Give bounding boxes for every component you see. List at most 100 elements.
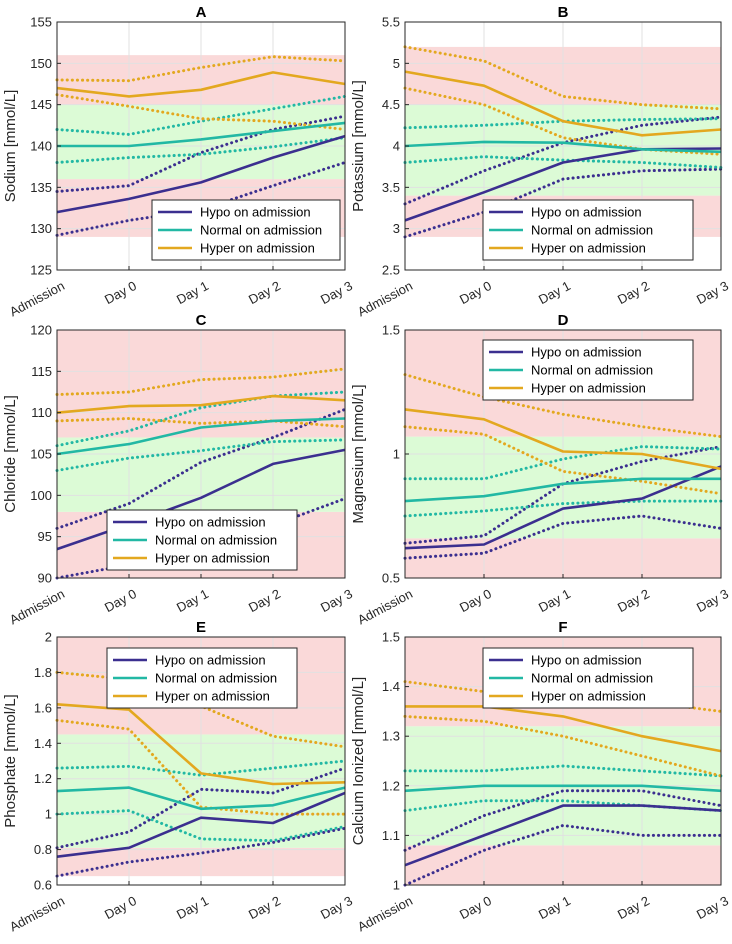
panel-e-y-tick-label: 0.6 <box>34 878 52 893</box>
panel-b-series-hypo-lower-line <box>403 167 723 239</box>
panel-b-series-normal-lower-line <box>403 155 723 169</box>
panel-a-y-tick-label: 140 <box>30 139 52 154</box>
panel-c-legend-label-hyper: Hyper on admission <box>155 551 270 566</box>
panel-c-y-tick-label: 120 <box>30 323 52 338</box>
panel-e-y-tick-label: 0.8 <box>34 842 52 857</box>
panel-d-title: D <box>558 312 569 329</box>
panel-e-y-tick-label: 1.8 <box>34 665 52 680</box>
panel-b-legend: Hypo on admission Normal on admission Hype… <box>482 199 694 261</box>
panel-f-title: F <box>558 619 567 636</box>
panel-e-x-tick-label: Day 3 <box>318 893 355 922</box>
panel-c-x-tick-label: Day 3 <box>318 586 355 615</box>
panel-d-series-hypo-lower-line <box>403 514 723 560</box>
panel-f-x-tick-label: Day 3 <box>694 893 731 922</box>
panel-b-legend-label-hypo: Hypo on admission <box>531 205 642 220</box>
panel-e-x-tick-label: Day 0 <box>102 893 139 922</box>
panel-c-series-hypo-mean-line <box>56 448 346 551</box>
panel-e-title: E <box>196 619 206 636</box>
panel-b-y-axis-label: Potassium [mmol/L] <box>350 80 367 212</box>
panel-b-y-tick-label: 5.5 <box>382 15 400 30</box>
panel-c-y-tick-label: 100 <box>30 488 52 503</box>
panel-f-series-hyper-lower-line <box>403 714 723 778</box>
panel-a-x-tick-label: Day 2 <box>246 278 283 307</box>
panel-f-x-tick-label: Day 1 <box>536 893 573 922</box>
panel-d-x-tick-label: Day 0 <box>457 586 494 615</box>
panel-f-x-tick-label: Admission <box>355 893 415 934</box>
panel-a-title: A <box>196 4 207 21</box>
panel-c-x-tick-label: Day 1 <box>174 586 211 615</box>
panel-f-legend-label-hypo: Hypo on admission <box>531 653 642 668</box>
panel-d-series-hyper-mean-line <box>404 408 722 471</box>
panel-f-y-tick-label: 1.2 <box>382 778 400 793</box>
panel-b-x-tick-label: Day 0 <box>457 278 494 307</box>
panel-b-x-tick-label: Day 2 <box>615 278 652 307</box>
panel-a-legend-label-hypo: Hypo on admission <box>200 205 311 220</box>
panel-d-x-tick-label: Day 1 <box>536 586 573 615</box>
panel-a-x-tick-label: Day 0 <box>102 278 139 307</box>
panel-e-series-normal-lower-line <box>55 809 347 843</box>
panel-a: 125 130 135 140 145 150 155 Admission Day 0 Day 1… <box>2 4 355 319</box>
panel-a-y-axis-label: Sodium [mmol/L] <box>2 90 19 203</box>
panel-b-x-tick-label: Admission <box>355 278 415 319</box>
panel-f-series-hypo-mean-line <box>404 804 722 867</box>
panel-a-series-normal-lower-line <box>55 136 347 164</box>
panel-e-y-tick-label: 1 <box>45 807 52 822</box>
panel-d-x-tick-label: Day 3 <box>694 586 731 615</box>
panel-c-y-tick-label: 110 <box>31 405 52 420</box>
panel-f-x-tick-label: Day 0 <box>457 893 494 922</box>
panel-d-x-tick-label: Day 2 <box>615 586 652 615</box>
panel-b-y-tick-label: 4.5 <box>382 97 400 112</box>
panel-e-legend: Hypo on admission Normal on admission Hype… <box>106 647 298 709</box>
panel-e-x-tick-label: Day 1 <box>174 893 211 922</box>
panel-f-y-tick-label: 1.5 <box>382 630 400 645</box>
panel-b-y-tick-label: 2.5 <box>382 263 400 278</box>
panel-d-y-tick-label: 1 <box>393 447 400 462</box>
panel-f: 1 1.1 1.2 1.3 1.4 1.5 Admission Day 0 Day 1 Day 2… <box>350 619 731 934</box>
panel-c-x-tick-label: Admission <box>7 586 67 627</box>
panel-c-series-normal-mean-line <box>56 417 346 456</box>
panel-c: 90 95 100 105 110 115 120 Admission Day 0 Day 1 Da… <box>2 312 355 627</box>
panel-c-series-normal-upper-line <box>55 390 347 448</box>
panel-e-x-tick-label: Day 2 <box>246 893 283 922</box>
panel-e-x-tick-label: Admission <box>7 893 67 934</box>
panel-e-y-tick-label: 1.6 <box>34 700 52 715</box>
panel-e-legend-label-hyper: Hyper on admission <box>155 689 270 704</box>
panel-b-y-tick-label: 3.5 <box>382 180 400 195</box>
panel-b-series-normal-mean-line <box>404 140 722 154</box>
panel-d: 0.5 1 1.5 Admission Day 0 Day 1 Day 2 Day 3 Magn… <box>350 312 731 627</box>
panel-c-x-tick-label: Day 0 <box>102 586 139 615</box>
panel-f-series-hypo-lower-line <box>403 824 723 887</box>
panel-b-y-tick-label: 4 <box>393 139 400 154</box>
panel-d-series-normal-lower-line <box>403 499 723 518</box>
panel-d-series-normal-upper-line <box>403 445 723 481</box>
panel-f-series-hypo-upper-line <box>403 789 723 852</box>
panel-a-x-tick-label: Day 3 <box>318 278 355 307</box>
panel-e-series-hyper-mean-line <box>56 703 346 786</box>
panel-d-series-hypo-mean-line <box>404 465 722 550</box>
panel-e: 0.6 0.8 1 1.2 1.4 1.6 1.8 2 Admission Day 0 Day 1 D… <box>2 619 355 934</box>
panel-c-y-tick-label: 105 <box>30 447 52 462</box>
panel-a-series-hypo-upper-line <box>55 114 347 193</box>
panel-a-x-tick-label: Admission <box>7 278 67 319</box>
panel-f-legend: Hypo on admission Normal on admission Hype… <box>482 647 694 709</box>
panel-f-legend-label-normal: Normal on admission <box>531 671 653 686</box>
panel-c-y-axis-label: Chloride [mmol/L] <box>2 395 19 513</box>
panel-a-x-tick-label: Day 1 <box>174 278 211 307</box>
panel-a-legend-label-hyper: Hyper on admission <box>200 241 315 256</box>
panel-d-x-tick-label: Admission <box>355 586 415 627</box>
panel-d-legend-label-hypo: Hypo on admission <box>531 345 642 360</box>
panel-c-y-tick-label: 90 <box>38 571 52 586</box>
panel-b-series-hyper-mean-line <box>404 70 722 137</box>
panel-b-x-tick-label: Day 1 <box>536 278 573 307</box>
panel-a-series-hypo-mean-line <box>56 134 346 214</box>
panel-c-legend-label-hypo: Hypo on admission <box>155 515 266 530</box>
panel-f-y-axis-label: Calcium Ionized [mmol/L] <box>350 677 367 845</box>
panel-e-series-hypo-mean-line <box>56 791 346 858</box>
panel-d-legend-label-hyper: Hyper on admission <box>531 381 646 396</box>
panel-f-legend-box <box>482 647 694 709</box>
panel-e-series-normal-upper-line <box>55 759 347 777</box>
panel-a-y-tick-label: 135 <box>30 180 52 195</box>
panel-e-y-tick-label: 1.4 <box>34 736 52 751</box>
panel-c-y-tick-label: 95 <box>38 529 52 544</box>
